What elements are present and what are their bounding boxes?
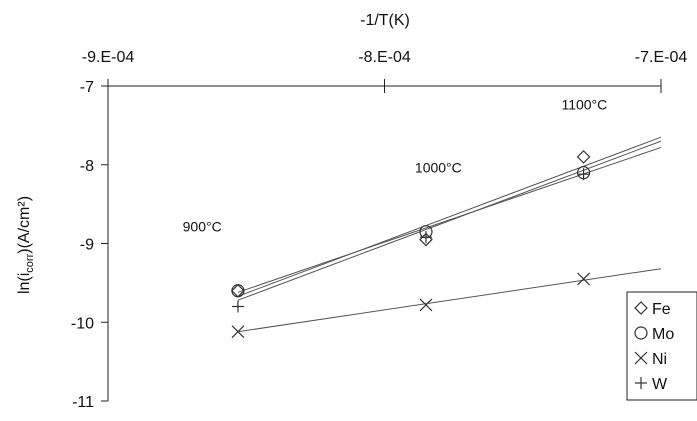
x-tick-label: -9.E-04 <box>82 49 135 66</box>
fit-lines <box>237 136 662 333</box>
y-axis-title-subscript: corr <box>24 253 36 272</box>
tick-labels: -9.E-04 -8.E-04 -7.E-04 -7 -8 -9 -10 -11 <box>71 49 687 411</box>
fit-line-ni <box>237 268 662 333</box>
y-tick-label: -9 <box>80 237 94 254</box>
annotations: 900°C 1000°C 1100°C <box>183 97 608 235</box>
x-axis-title: -1/T(K) <box>360 12 410 29</box>
y-tick-label: -7 <box>80 79 94 96</box>
legend-label: Fe <box>652 301 671 318</box>
temperature-annotation: 1000°C <box>415 160 462 176</box>
legend: Fe Mo Ni W <box>626 291 697 401</box>
temperature-annotation: 1100°C <box>561 97 607 113</box>
point-fe <box>576 150 591 164</box>
y-tick-label: -10 <box>71 315 94 332</box>
legend-marker-mo <box>634 326 648 340</box>
point-ni <box>419 298 433 312</box>
legend-marker-fe <box>634 301 648 315</box>
x-tick-label: -8.E-04 <box>358 49 411 66</box>
legend-label: Ni <box>652 351 667 368</box>
point-w <box>419 231 432 244</box>
point-w <box>577 168 590 181</box>
legend-label: Mo <box>652 326 674 343</box>
point-ni <box>231 325 245 339</box>
fit-line-w <box>237 140 662 301</box>
point-w <box>231 300 244 313</box>
legend-label: W <box>652 376 668 393</box>
y-axis-title-main: ln(i <box>16 273 33 294</box>
legend-marker-w <box>635 377 647 389</box>
data-points <box>231 150 591 339</box>
axes <box>101 79 662 402</box>
legend-box <box>626 291 697 401</box>
legend-marker-ni <box>634 351 648 365</box>
point-mo <box>231 284 245 298</box>
fit-line-mo <box>237 146 662 293</box>
y-tick-label: -8 <box>80 158 94 175</box>
x-tick-label: -7.E-04 <box>635 49 688 66</box>
fit-line-fe <box>237 136 662 297</box>
y-axis-title: ln(icorr)(A/cm²) <box>16 196 36 294</box>
y-tick-label: -11 <box>72 394 94 411</box>
y-axis-title-tail: )(A/cm²) <box>16 196 33 254</box>
temperature-annotation: 900°C <box>183 219 222 235</box>
point-ni <box>577 272 591 286</box>
